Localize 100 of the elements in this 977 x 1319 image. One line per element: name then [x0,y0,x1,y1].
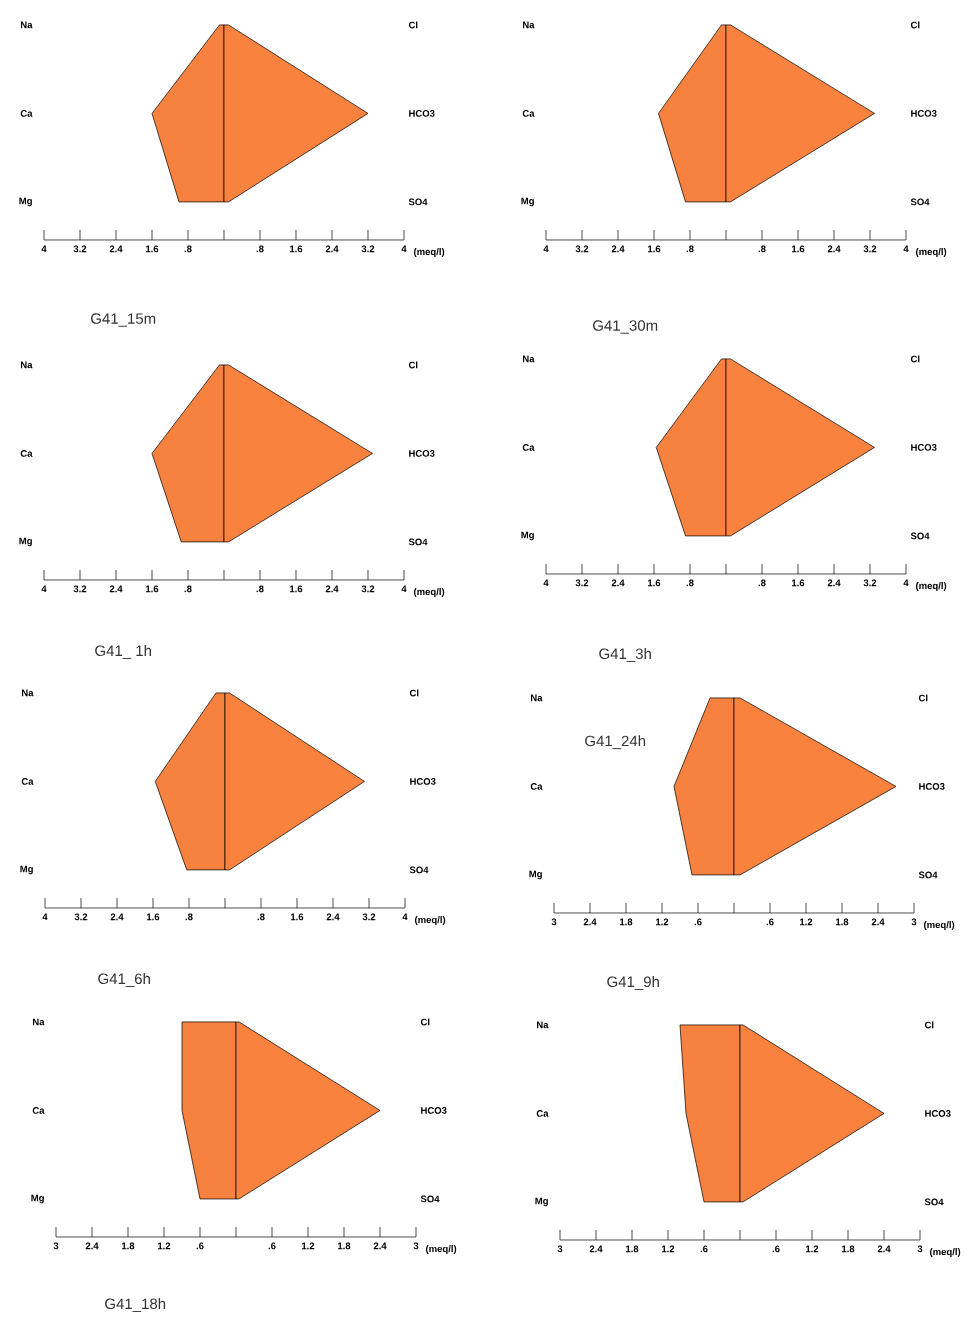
text: SO4 [420,1195,440,1203]
y-tick-label: Na [32,1018,45,1026]
x-tick-label: 1.2 [662,1245,675,1253]
x-tick-label: .8 [758,579,766,587]
y-tick-label: Ca [21,778,34,785]
x-tick-label: 4 [543,245,549,253]
x-tick-label: .6 [772,1245,780,1253]
y-tick-label: Ca [522,110,535,117]
x-tick-label: 3 [551,918,557,926]
x-tick-label: 4 [401,245,407,253]
y-tick-label: Mg [19,197,32,207]
x-tick-label: 1.6 [792,245,805,253]
x-tick-label: 2.4 [611,245,625,253]
text: HCO3 [911,110,937,117]
x-tick-label: .8 [686,245,694,253]
y-tick-label: Ca [20,450,33,457]
x-axis-title: (meq/l) [413,588,445,597]
x-tick-label: 2.4 [589,1245,603,1253]
x-tick-label: 3.2 [361,245,375,253]
x-tick-label: 2.4 [326,913,340,921]
x-axis-title: (meq/l) [924,921,955,930]
text: SO4 [409,866,429,874]
y-tick-label: Na [20,361,33,369]
y-tick-label: Na [20,21,33,29]
y-tick-label: Ca [522,444,535,451]
y-tick-label: Mg [521,197,534,207]
text: G41_24h [585,735,646,750]
x-tick-label: 3.2 [575,579,589,587]
x-axis-title: (meq/l) [413,248,445,257]
text: Cl [924,1021,934,1029]
text: G41_ 1h [95,645,151,659]
x-tick-label: 1.6 [145,585,159,593]
x-tick-label: 2.4 [877,1245,891,1253]
x-tick-label: 1.6 [648,579,661,587]
x-tick-label: .6 [196,1242,204,1250]
text: HCO3 [409,450,435,457]
y-tick-label: Na [536,1021,549,1029]
y-tick-label: Ca [536,1110,549,1117]
x-tick-label: 4 [903,245,909,253]
x-tick-label: 4 [401,585,407,593]
text: SO4 [408,538,428,546]
x-tick-label: 3.2 [361,585,375,593]
x-axis-title: (meq/l) [930,1248,961,1257]
x-tick-label: 2.4 [373,1242,387,1250]
x-tick-label: 2.4 [109,245,123,253]
x-tick-label: .8 [256,585,264,593]
x-tick-label: 1.6 [146,913,160,921]
text: SO4 [910,532,930,540]
x-tick-label: 1.8 [842,1245,855,1253]
y-tick-label: Mg [535,1197,548,1207]
text: SO4 [408,198,428,206]
y-tick-label: Na [530,694,543,702]
text: HCO3 [421,1107,447,1114]
text: Cl [408,361,418,369]
x-tick-label: 3 [413,1242,419,1250]
x-tick-label: 2.4 [871,918,885,926]
x-tick-label: 3 [911,918,917,926]
y-tick-label: Mg [529,870,542,880]
x-tick-label: 1.8 [836,918,849,926]
x-axis-title: (meq/l) [414,916,446,925]
x-tick-label: 2.4 [325,585,339,593]
x-tick-label: 4 [543,579,549,587]
x-tick-label: 2.4 [325,245,339,253]
x-tick-label: 1.6 [145,245,159,253]
text: SO4 [918,871,938,879]
x-tick-label: 3.2 [74,913,88,921]
y-tick-label: Mg [521,531,534,541]
x-tick-label: 1.2 [656,918,669,926]
text: Cl [408,21,418,29]
text: HCO3 [911,444,937,451]
x-tick-label: 2.4 [85,1242,99,1250]
x-tick-label: 1.8 [121,1242,135,1250]
x-tick-label: 3.2 [73,585,87,593]
text: HCO3 [919,783,945,790]
x-tick-label: .6 [694,918,702,926]
x-tick-label: 4 [402,913,408,921]
x-tick-label: .6 [766,918,774,926]
x-tick-label: .8 [184,585,192,593]
text: Cl [420,1018,430,1026]
y-tick-label: Mg [31,1194,44,1204]
y-tick-label: Mg [19,537,32,547]
text: G41_3h [599,648,651,662]
x-tick-label: 3 [917,1245,923,1253]
x-tick-label: .8 [257,913,265,921]
x-tick-label: .6 [268,1242,276,1250]
text: SO4 [910,198,930,206]
y-tick-label: Mg [20,865,33,875]
text: Cl [910,21,920,29]
x-tick-label: 1.8 [338,1242,351,1250]
text: HCO3 [409,110,435,117]
text: HCO3 [925,1110,951,1117]
text: G41_6h [98,973,150,987]
x-tick-label: 3.2 [362,913,376,921]
x-tick-label: 4 [41,585,47,593]
x-tick-label: 3.2 [73,245,87,253]
x-tick-label: 3.2 [863,579,877,587]
text: Cl [409,689,419,697]
y-tick-label: Ca [20,110,33,117]
x-tick-label: 1.2 [157,1242,171,1250]
text: HCO3 [410,778,436,785]
